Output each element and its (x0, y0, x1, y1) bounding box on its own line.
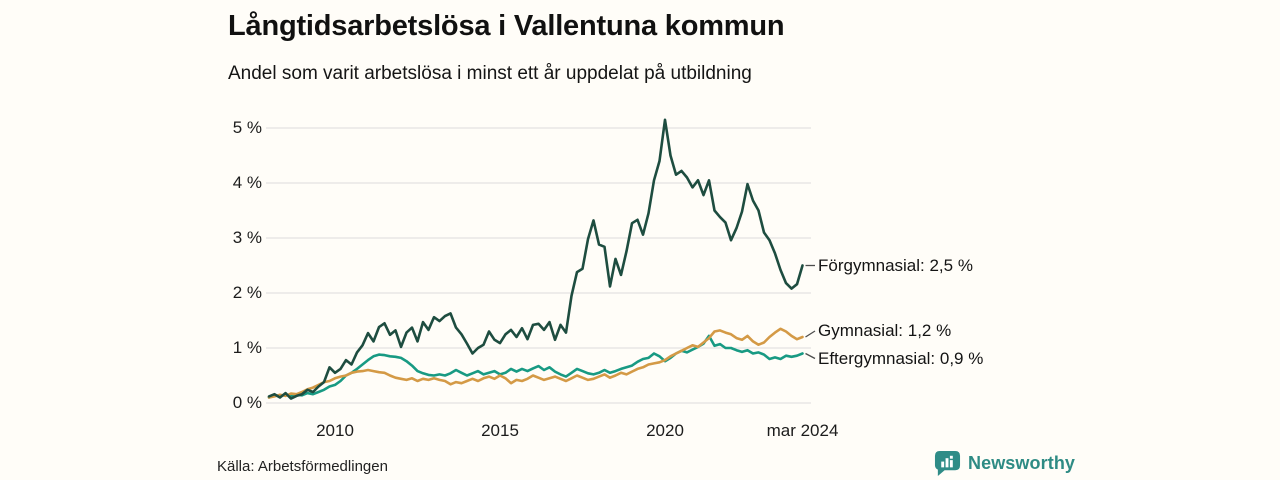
source-note: Källa: Arbetsförmedlingen (217, 458, 388, 475)
brand: Newsworthy (934, 450, 1075, 477)
series-label-gymnasial: Gymnasial: 1,2 % (818, 321, 952, 340)
y-tick-label: 4 % (232, 173, 262, 192)
chart-title: Långtidsarbetslösa i Vallentuna kommun (228, 10, 785, 42)
x-tick-label: 2010 (316, 421, 354, 440)
y-tick-label: 1 % (232, 338, 262, 357)
series-line-eftergymnasial (267, 334, 804, 399)
series-line-gymnasial (267, 327, 804, 399)
newsworthy-logo-icon (934, 450, 961, 477)
y-tick-label: 5 % (232, 118, 262, 137)
y-tick-label: 0 % (232, 393, 262, 412)
series-label-eftergymnasial: Eftergymnasial: 0,9 % (818, 348, 984, 368)
chart-subtitle: Andel som varit arbetslösa i minst ett å… (228, 63, 752, 84)
label-connector (805, 330, 816, 338)
series-label-forgymnasial: Förgymnasial: 2,5 % (818, 255, 973, 275)
x-tick-label: 2015 (481, 421, 519, 440)
y-tick-label: 2 % (232, 283, 262, 302)
series-line-förgymnasial (267, 118, 804, 400)
brand-name: Newsworthy (968, 453, 1076, 473)
label-connector (805, 352, 816, 360)
y-tick-label: 3 % (232, 228, 262, 247)
x-tick-label: 2020 (646, 421, 684, 440)
x-tick-label: mar 2024 (766, 421, 839, 440)
